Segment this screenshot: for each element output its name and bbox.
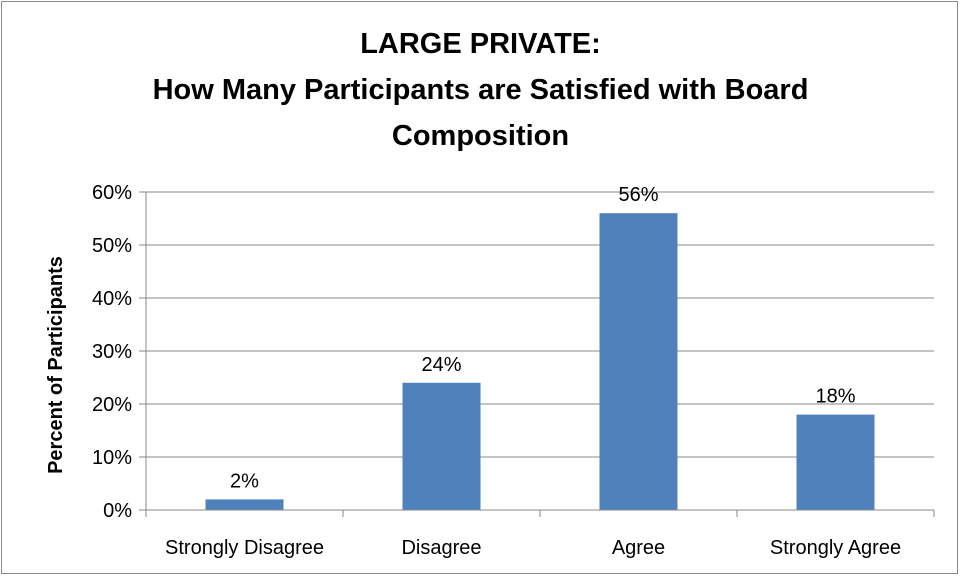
data-label: 2% (230, 470, 259, 492)
data-label: 56% (618, 184, 658, 206)
y-tick-label: 50% (92, 235, 132, 257)
bar (403, 383, 481, 510)
y-tick-label: 10% (92, 447, 132, 469)
x-category-label: Strongly Disagree (165, 537, 324, 559)
data-label: 18% (815, 386, 855, 408)
y-tick-label: 0% (103, 500, 132, 522)
bar (206, 499, 284, 510)
x-category-label: Disagree (401, 537, 481, 559)
y-axis-label: Percent of Participants (45, 256, 67, 474)
x-category-label: Agree (612, 537, 665, 559)
bar (600, 213, 678, 510)
y-tick-label: 40% (92, 288, 132, 310)
y-tick-label: 60% (92, 182, 132, 204)
y-tick-label: 30% (92, 341, 132, 363)
x-category-label: Strongly Agree (770, 537, 901, 559)
y-tick-label: 20% (92, 394, 132, 416)
data-label: 24% (421, 354, 461, 376)
bar (797, 415, 875, 510)
bars (206, 213, 875, 510)
